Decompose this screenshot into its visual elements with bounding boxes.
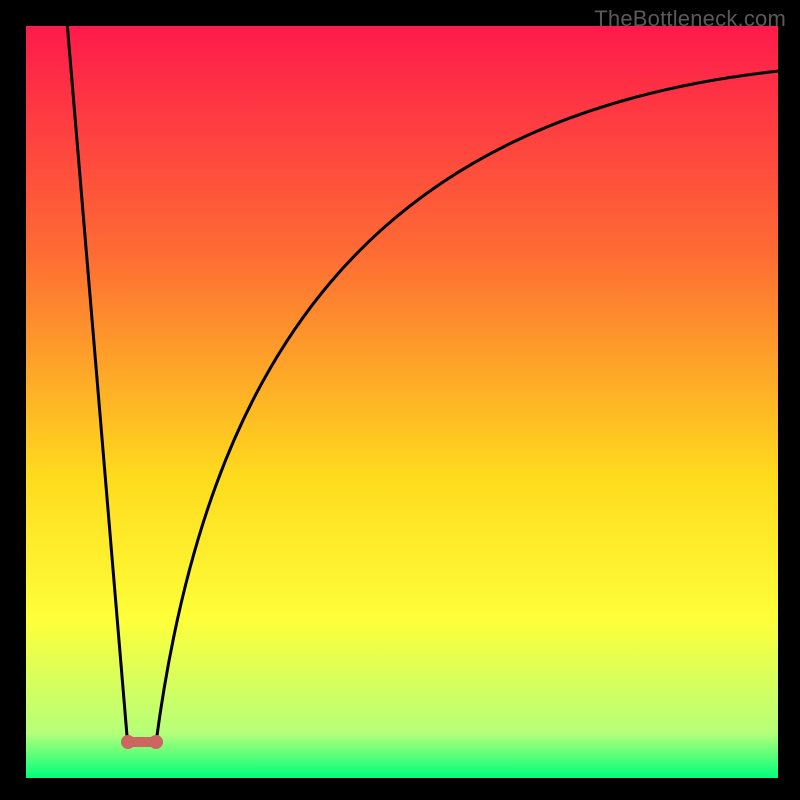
chart-container: TheBottleneck.com (0, 0, 800, 800)
valley-marker-right (149, 735, 163, 749)
plot-area (26, 26, 778, 778)
watermark-text: TheBottleneck.com (594, 6, 786, 32)
valley-marker-left (121, 735, 135, 749)
chart-curves (26, 26, 778, 778)
curve-left-descent (67, 26, 127, 742)
curve-right-ascent (156, 71, 778, 742)
